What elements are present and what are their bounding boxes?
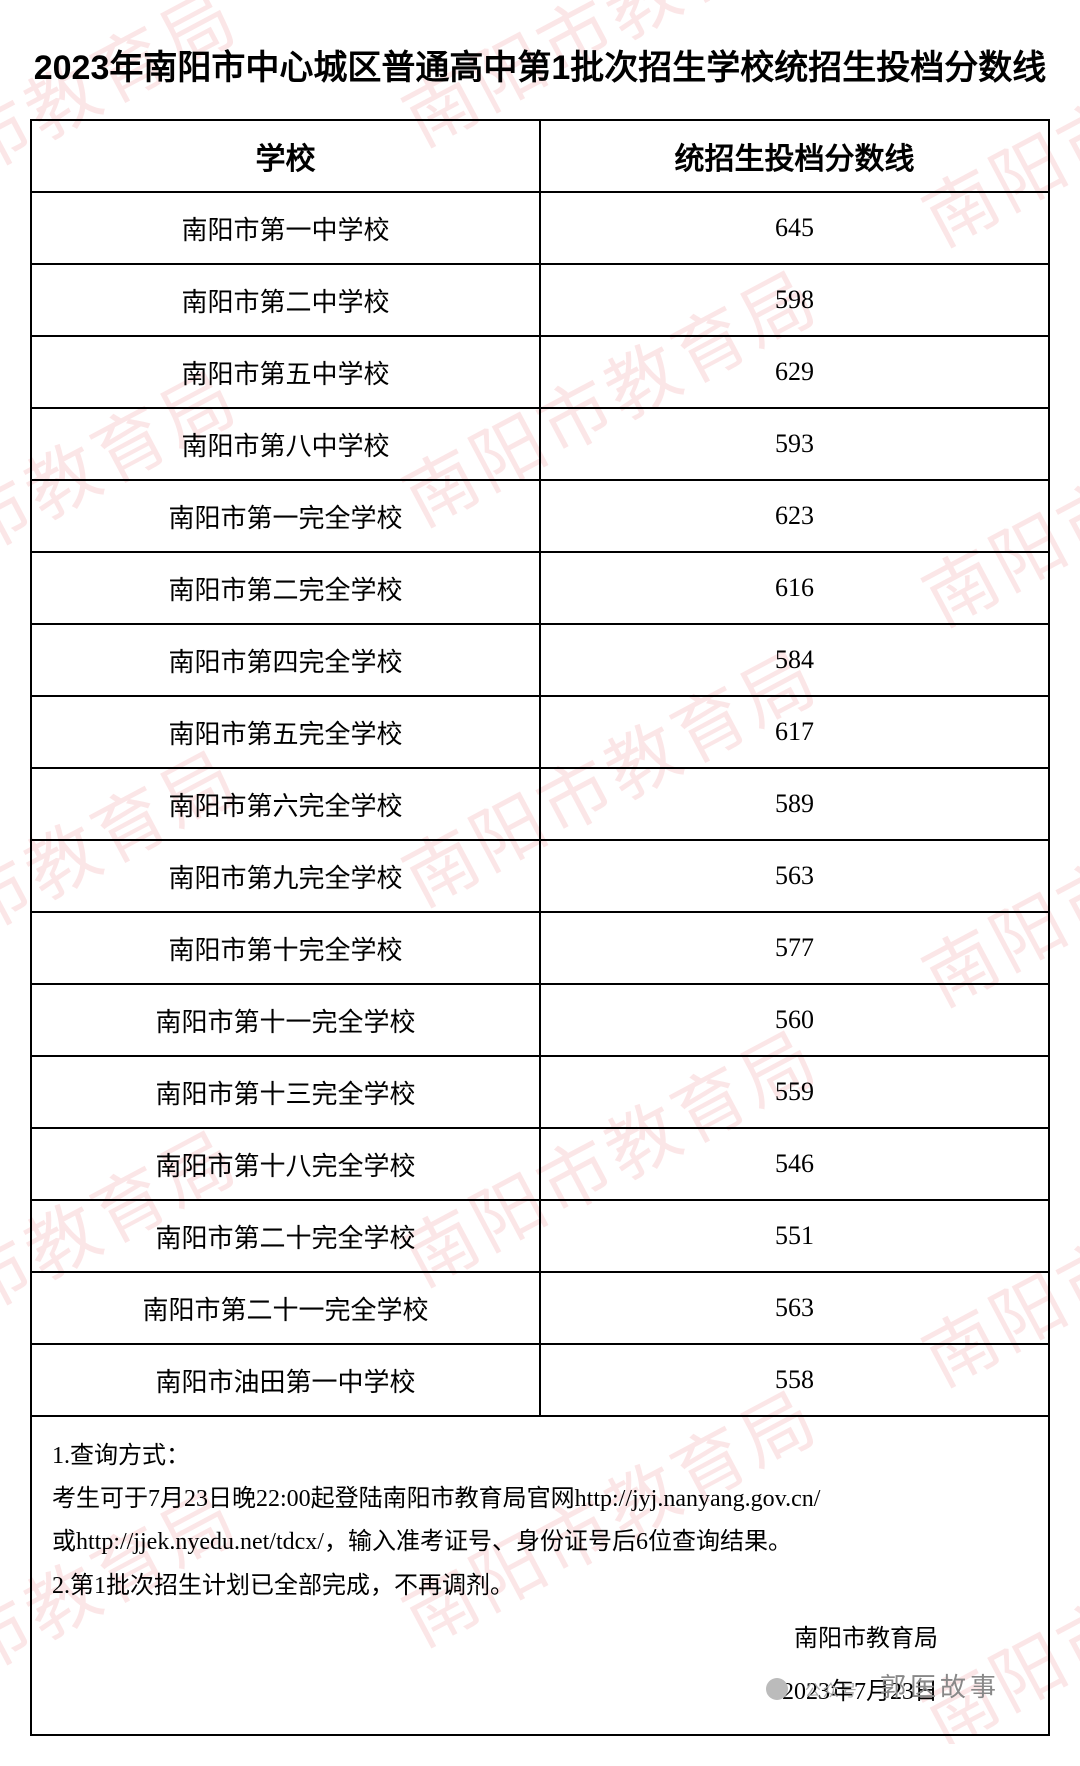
table-row: 南阳市第八中学校593 — [31, 408, 1049, 480]
table-row: 南阳市第一中学校645 — [31, 192, 1049, 264]
page-container: 2023年南阳市中心城区普通高中第1批次招生学校统招生投档分数线 学校 统招生投… — [0, 0, 1080, 1766]
footer-prefix: 公众号 — [805, 1683, 859, 1700]
cell-score: 563 — [540, 1272, 1049, 1344]
cell-score: 546 — [540, 1128, 1049, 1200]
signature-org: 南阳市教育局 — [52, 1618, 1028, 1661]
note-line-4: 2.第1批次招生计划已全部完成，不再调剂。 — [52, 1565, 1028, 1608]
cell-school: 南阳市第二完全学校 — [31, 552, 540, 624]
cell-score: 629 — [540, 336, 1049, 408]
cell-school: 南阳市第八中学校 — [31, 408, 540, 480]
table-row: 南阳市第十一完全学校560 — [31, 984, 1049, 1056]
cell-school: 南阳市第一中学校 — [31, 192, 540, 264]
cell-score: 558 — [540, 1344, 1049, 1416]
table-body: 南阳市第一中学校645 南阳市第二中学校598 南阳市第五中学校629 南阳市第… — [31, 192, 1049, 1735]
footer-watermark: 公众号 郭医故事 — [766, 1667, 1001, 1704]
table-row: 南阳市第五中学校629 — [31, 336, 1049, 408]
table-row: 南阳市第二十一完全学校563 — [31, 1272, 1049, 1344]
cell-school: 南阳市第五中学校 — [31, 336, 540, 408]
table-row: 南阳市第九完全学校563 — [31, 840, 1049, 912]
cell-school: 南阳市第十一完全学校 — [31, 984, 540, 1056]
cell-score: 598 — [540, 264, 1049, 336]
note-line-2: 考生可于7月23日晚22:00起登陆南阳市教育局官网http://jyj.nan… — [52, 1478, 1028, 1521]
footer-text: 郭医故事 — [880, 1672, 1000, 1702]
cell-school: 南阳市第十完全学校 — [31, 912, 540, 984]
table-row: 南阳市第十三完全学校559 — [31, 1056, 1049, 1128]
cell-school: 南阳市第二十完全学校 — [31, 1200, 540, 1272]
wechat-icon — [766, 1678, 788, 1700]
cell-school: 南阳市油田第一中学校 — [31, 1344, 540, 1416]
note-line-1: 1.查询方式： — [52, 1435, 1028, 1478]
cell-score: 577 — [540, 912, 1049, 984]
table-row: 南阳市第十八完全学校546 — [31, 1128, 1049, 1200]
score-table: 学校 统招生投档分数线 南阳市第一中学校645 南阳市第二中学校598 南阳市第… — [30, 119, 1050, 1736]
cell-school: 南阳市第九完全学校 — [31, 840, 540, 912]
table-row: 南阳市第五完全学校617 — [31, 696, 1049, 768]
cell-score: 623 — [540, 480, 1049, 552]
cell-score: 593 — [540, 408, 1049, 480]
note-line-3: 或http://jjek.nyedu.net/tdcx/，输入准考证号、身份证号… — [52, 1521, 1028, 1564]
cell-school: 南阳市第二十一完全学校 — [31, 1272, 540, 1344]
cell-school: 南阳市第六完全学校 — [31, 768, 540, 840]
cell-school: 南阳市第一完全学校 — [31, 480, 540, 552]
cell-school: 南阳市第二中学校 — [31, 264, 540, 336]
cell-score: 589 — [540, 768, 1049, 840]
table-header-row: 学校 统招生投档分数线 — [31, 120, 1049, 192]
cell-score: 645 — [540, 192, 1049, 264]
table-row: 南阳市第二十完全学校551 — [31, 1200, 1049, 1272]
cell-score: 560 — [540, 984, 1049, 1056]
table-row: 南阳市第二完全学校616 — [31, 552, 1049, 624]
cell-score: 559 — [540, 1056, 1049, 1128]
cell-score: 617 — [540, 696, 1049, 768]
col-header-score: 统招生投档分数线 — [540, 120, 1049, 192]
cell-school: 南阳市第四完全学校 — [31, 624, 540, 696]
table-row: 南阳市第一完全学校623 — [31, 480, 1049, 552]
cell-school: 南阳市第五完全学校 — [31, 696, 540, 768]
cell-score: 551 — [540, 1200, 1049, 1272]
table-row: 南阳市第六完全学校589 — [31, 768, 1049, 840]
table-row: 南阳市第四完全学校584 — [31, 624, 1049, 696]
cell-score: 584 — [540, 624, 1049, 696]
page-title: 2023年南阳市中心城区普通高中第1批次招生学校统招生投档分数线 — [30, 40, 1050, 89]
table-row: 南阳市第十完全学校577 — [31, 912, 1049, 984]
table-row: 南阳市油田第一中学校558 — [31, 1344, 1049, 1416]
cell-score: 616 — [540, 552, 1049, 624]
cell-school: 南阳市第十八完全学校 — [31, 1128, 540, 1200]
table-row: 南阳市第二中学校598 — [31, 264, 1049, 336]
cell-school: 南阳市第十三完全学校 — [31, 1056, 540, 1128]
cell-score: 563 — [540, 840, 1049, 912]
col-header-school: 学校 — [31, 120, 540, 192]
